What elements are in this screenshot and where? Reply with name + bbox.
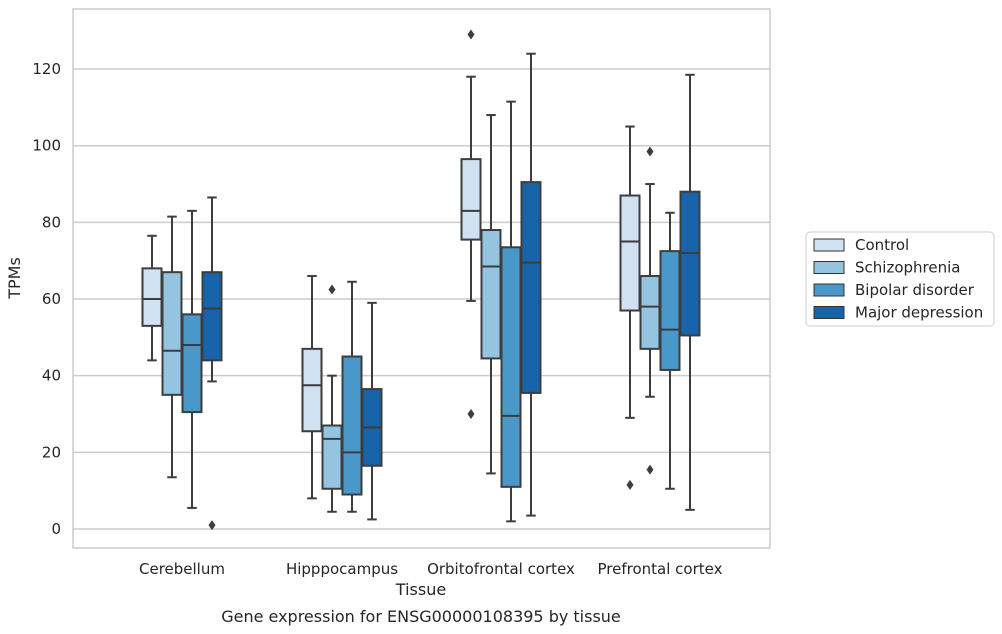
outlier-point — [208, 520, 216, 531]
box-iqr — [679, 190, 701, 337]
box-0-1 — [301, 275, 323, 500]
legend-swatch-1 — [813, 261, 845, 274]
outlier-point — [467, 29, 475, 40]
box-iqr — [520, 181, 542, 394]
box-1-3 — [639, 146, 661, 475]
x-tick-0: Cerebellum — [139, 560, 225, 578]
box-3-0 — [201, 196, 223, 531]
legend-frame — [805, 231, 995, 327]
legend-label-1: Schizophrenia — [855, 259, 960, 277]
box-2-1 — [341, 280, 363, 513]
box-iqr — [201, 271, 223, 362]
legend-label-0: Control — [855, 236, 909, 254]
legend-swatch-0 — [813, 238, 845, 252]
box-iqr — [341, 355, 363, 496]
box-1-2 — [480, 114, 502, 475]
box-1-1 — [321, 284, 343, 513]
legend-label-2: Bipolar disorder — [855, 281, 975, 299]
y-tick-100: 100 — [32, 137, 61, 155]
y-tick-60: 60 — [42, 290, 61, 308]
x-axis-label: Tissue — [395, 580, 446, 599]
box-2-3 — [659, 211, 681, 490]
box-0-0 — [141, 234, 163, 362]
y-tick-labels: 0 20 40 60 80 100 120 — [32, 60, 61, 538]
box-0-3 — [619, 125, 641, 490]
chart-caption: Gene expression for ENSG00000108395 by t… — [221, 607, 621, 626]
legend-swatch-2 — [813, 283, 845, 297]
box-0-2 — [460, 29, 482, 420]
box-iqr — [500, 246, 522, 488]
x-tick-labels: Cerebellum Hipppocampus Orbitofrontal cort… — [139, 560, 723, 578]
outlier-point — [646, 464, 654, 475]
y-tick-40: 40 — [42, 367, 61, 385]
box-2-0 — [181, 209, 203, 509]
x-tick-1: Hipppocampus — [286, 560, 398, 578]
box-iqr — [141, 267, 163, 327]
legend-swatch-3 — [813, 306, 845, 319]
plot-frame — [72, 8, 771, 549]
box-iqr — [639, 275, 661, 350]
outlier-point — [467, 409, 475, 420]
box-iqr — [619, 194, 641, 312]
outlier-point — [626, 479, 634, 490]
y-tick-120: 120 — [32, 60, 61, 78]
box-iqr — [321, 424, 343, 490]
box-series — [141, 29, 701, 531]
box-3-1 — [361, 301, 383, 521]
y-tick-0: 0 — [51, 520, 61, 538]
box-iqr — [181, 313, 203, 414]
y-tick-80: 80 — [42, 213, 61, 231]
box-iqr — [480, 229, 502, 360]
box-3-2 — [520, 52, 542, 517]
box-iqr — [659, 250, 681, 371]
box-2-2 — [500, 100, 522, 523]
y-axis-label: TPMs — [5, 257, 24, 300]
outlier-point — [646, 146, 654, 157]
legend: Control Schizophrenia Bipolar disorder Majo… — [805, 231, 995, 327]
y-tick-20: 20 — [42, 443, 61, 461]
box-3-3 — [679, 73, 701, 511]
box-1-0 — [161, 215, 183, 479]
x-tick-2: Orbitofrontal cortex — [427, 560, 575, 578]
outlier-point — [328, 284, 336, 295]
x-tick-3: Prefrontal cortex — [598, 560, 723, 578]
box-iqr — [301, 347, 323, 433]
legend-label-3: Major depression — [855, 304, 983, 322]
box-iqr — [161, 271, 183, 396]
box-iqr — [460, 158, 482, 241]
